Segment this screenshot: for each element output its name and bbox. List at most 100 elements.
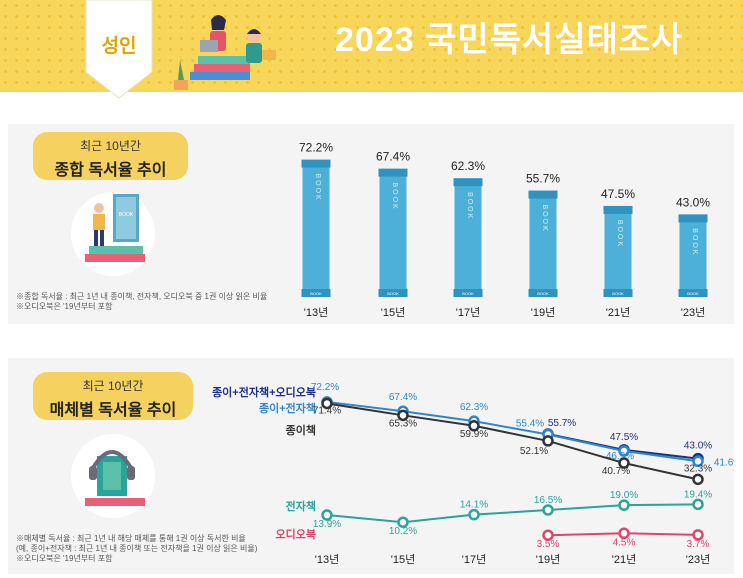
section2-note-2: (예, 종이+전자책 : 최근 1년 내 종이책 또는 전자책을 1권 이상 읽… [16,544,258,553]
bar-bottom-cover [378,289,408,297]
bar-value-label: 67.4% [376,150,410,164]
bar-bottom-cover [603,289,633,297]
bar-spine-label: BOOK [541,204,548,232]
x-tick-label: '15년 [391,553,415,566]
section1-note-2: ※오디오북은 '19년부터 포함 [16,302,113,311]
bar-spine-label: BOOK [466,192,473,220]
bar-spine-text: BOOK [612,291,624,296]
data-label: 67.4% [389,392,417,403]
header-banner: 성인 2023 국민독서실태조사 [0,0,743,99]
bar-group: BOOK BOOK [301,159,331,297]
data-label: 62.3% [460,402,488,413]
bar-bottom-cover [301,289,331,297]
reading-people-illustration [174,15,276,90]
bar-spine-label: BOOK [616,220,623,248]
x-tick-label: '21년 [606,306,630,319]
x-tick-label: '21년 [612,553,636,566]
section1-note-1: ※종합 독서율 : 최근 1년 내 종이책, 전자책, 오디오북 중 1권 이상… [16,292,268,301]
series-line [326,402,699,481]
series-point [468,508,480,521]
section2-note-1: ※매체별 독서율 : 최근 1년 내 해당 매체를 통해 1권 이상 독서한 비… [16,534,246,543]
section-overall-reading-rate: 최근 10년간 종합 독서율 추이 BOOK ※종합 독서율 : 최근 1년 내… [8,124,734,324]
bar-bottom-cover [528,289,558,297]
data-label: 19.0% [610,490,638,501]
series-name-label: 오디오북 [276,527,316,541]
section2-title-main: 매체별 독서율 추이 [49,402,177,419]
bar-bottom-cover [453,289,483,297]
bar-group: BOOK BOOK [528,190,558,297]
x-tick-label: '17년 [462,553,486,566]
bar-value-label: 55.7% [526,172,560,186]
data-label: 72.2% [311,382,339,393]
data-label: 19.4% [684,489,712,500]
data-label: 14.1% [460,500,488,511]
data-label: 3.7% [687,539,710,550]
series-point [618,499,630,511]
data-label: 43.0% [684,441,712,452]
data-label: 65.3% [389,418,417,429]
data-label: 47.5% [610,432,638,443]
series-point [321,397,333,410]
section1-notes: ※종합 독서율 : 최근 1년 내 종이책, 전자책, 오디오북 중 1권 이상… [16,292,267,312]
bar-value-label: 47.5% [601,187,635,201]
x-tick-label: '15년 [381,306,405,319]
adult-badge: 성인 [85,0,153,99]
data-label: 71.4% [313,405,341,416]
bar-bottom-cover [678,289,708,297]
series-point [692,498,704,511]
bar-spine-text: BOOK [687,291,699,296]
bar-spine-label: BOOK [691,228,698,256]
bar-top-cover [378,168,408,177]
bar [302,161,330,297]
overall-reading-rate-bar-chart: BOOKBOOK72.2%'13년BOOKBOOK67.4%'15년BOOKBO… [299,141,710,319]
section1-title-sub: 최근 10년간 [80,139,141,153]
section2-title-pill: 최근 10년간 매체별 독서율 추이 [33,372,193,420]
section1-title-pill: 최근 10년간 종합 독서율 추이 [33,132,188,180]
x-tick-label: '19년 [536,553,560,566]
x-tick-label: '23년 [686,553,710,566]
page-title: 2023 국민독서실태조사 [335,21,684,59]
data-label: 55.4% [516,419,544,430]
series-name-label: 전자책 [286,499,316,513]
series-line [326,503,699,524]
series-point [618,457,630,469]
bar-top-cover [301,159,331,168]
bar-spine-text: BOOK [387,291,399,296]
bar-spine-text: BOOK [310,291,322,296]
series-name-label: 종이+전자책 [259,401,316,415]
bar [454,180,482,297]
section2-note-3: ※오디오북은 '19년부터 포함 [16,554,113,563]
series-point [542,504,554,516]
x-tick-label: '19년 [531,306,555,319]
series-point [618,527,630,540]
data-label: 16.5% [534,495,562,506]
data-label: 59.9% [460,429,488,440]
bar-top-cover [678,214,708,223]
x-tick-label: '17년 [456,306,480,319]
bar-top-cover [603,205,633,214]
series-point [542,435,554,447]
data-label: 3.5% [537,539,560,550]
data-label: 46.9% [606,451,634,462]
bar [679,216,707,297]
bar-spine-text: BOOK [537,291,549,296]
x-tick-label: '13년 [315,553,339,566]
x-tick-label: '23년 [681,306,705,319]
data-label: 13.9% [313,519,341,530]
series-point [397,516,409,528]
bar-value-label: 72.2% [299,141,333,155]
data-label: 40.7% [602,466,630,477]
data-label: 10.2% [389,526,417,537]
series-name-label: 종이책 [286,423,316,437]
bar-group: BOOK BOOK [678,214,708,297]
data-label: 41.6% [714,457,734,468]
data-label: 32.3% [684,463,712,474]
illustration-book-label: BOOK [119,212,134,218]
bar-spine-text: BOOK [462,291,474,296]
series-point [397,409,409,422]
bar [604,207,632,297]
bar-group: BOOK BOOK [453,178,483,297]
bar-top-cover [453,178,483,187]
data-label: 55.7% [548,418,576,429]
